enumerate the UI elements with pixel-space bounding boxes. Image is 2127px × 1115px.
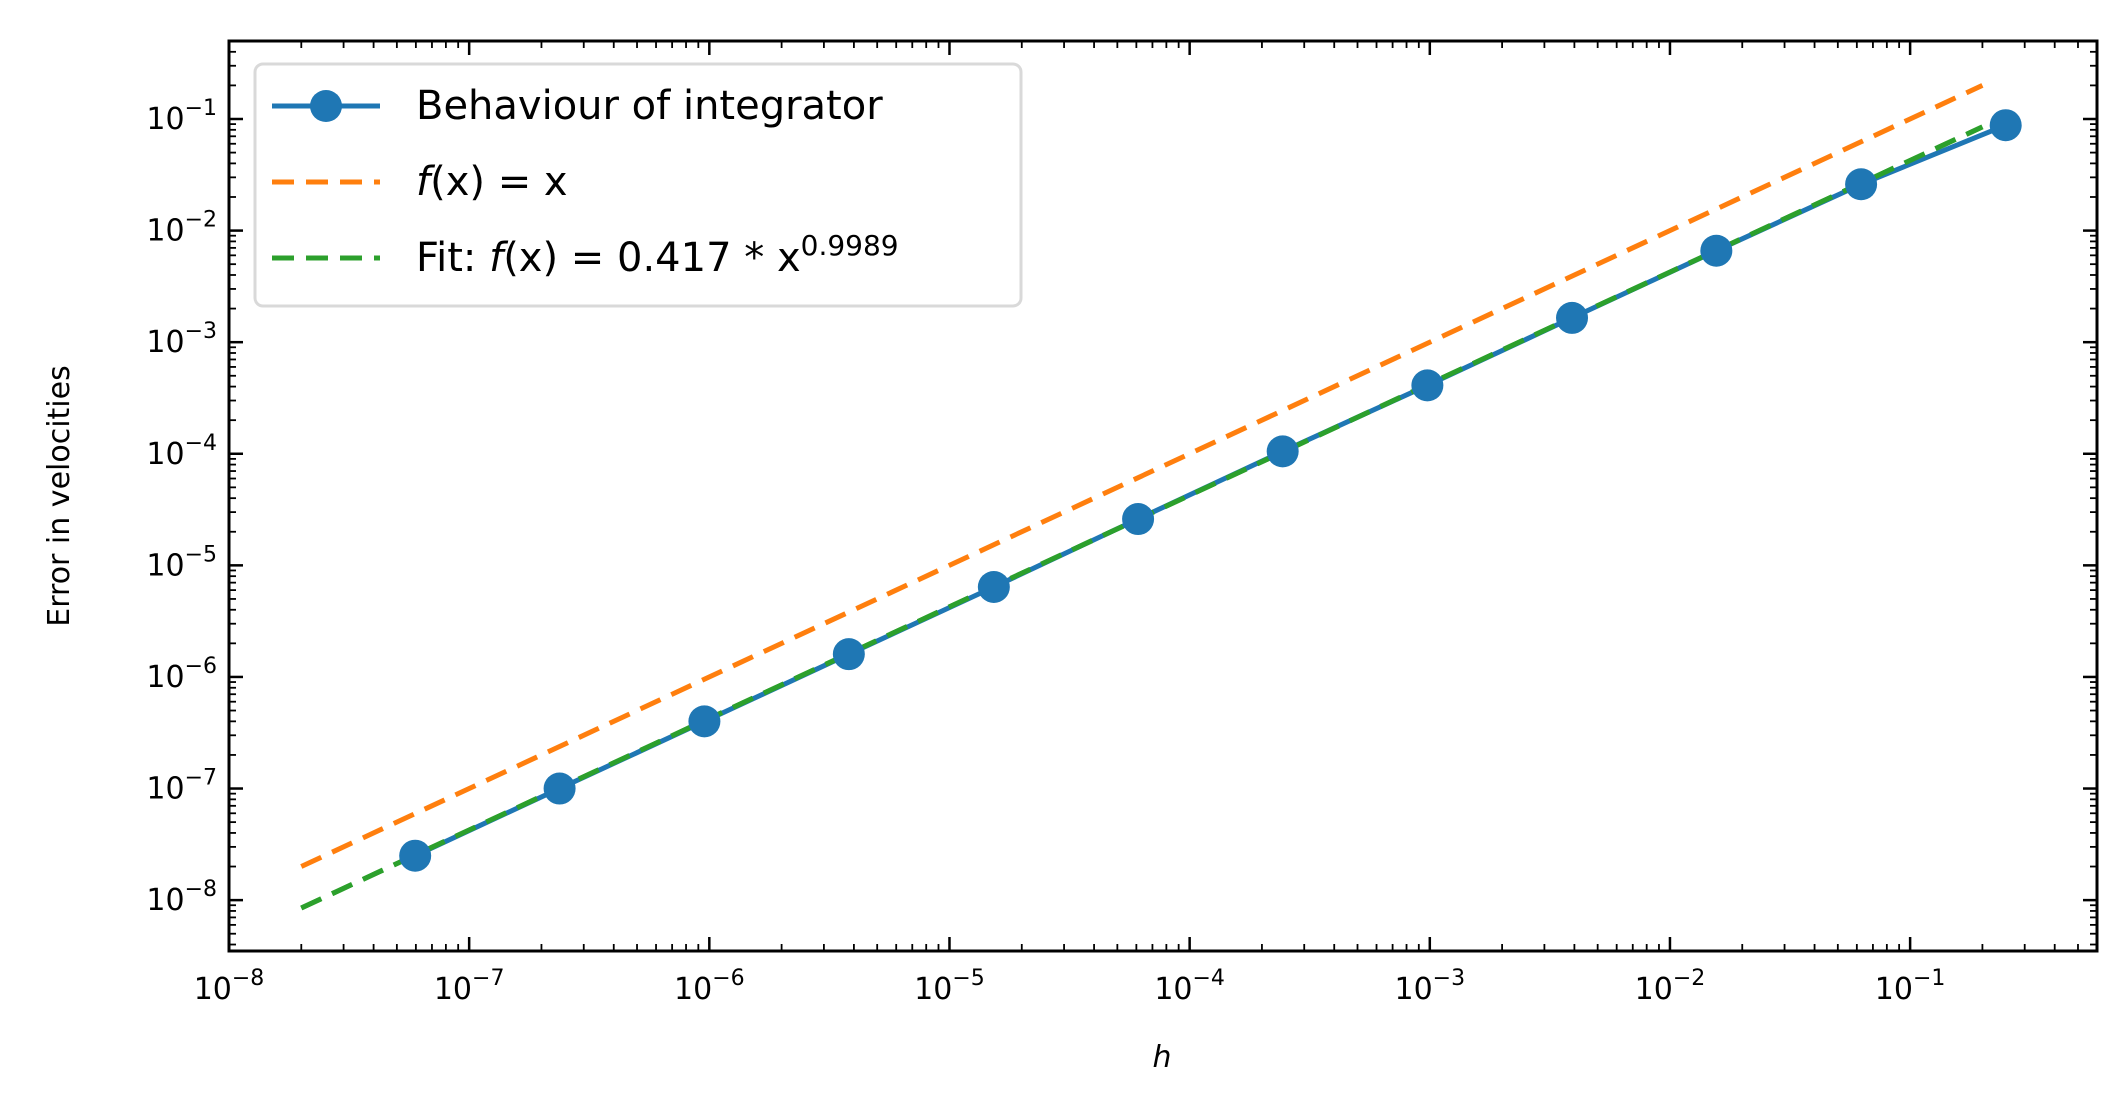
legend-box — [253, 62, 1023, 308]
y-tick-label: 10−2 — [146, 208, 217, 249]
legend-label: f(x) = x — [416, 159, 568, 205]
data-point — [399, 839, 432, 872]
y-tick-label: 10−6 — [146, 654, 217, 695]
data-point — [1989, 109, 2022, 142]
data-point — [1845, 168, 1878, 201]
x-tick-label: 10−4 — [1154, 966, 1225, 1007]
x-tick-label: 10−3 — [1394, 966, 1465, 1007]
legend-marker — [310, 90, 342, 122]
data-point — [1266, 435, 1299, 468]
legend-label: Fit: f(x) = 0.417 * x0.9989 — [416, 229, 899, 281]
y-tick-label: 10−7 — [146, 766, 217, 807]
x-tick-label: 10−8 — [194, 966, 265, 1007]
x-tick-label: 10−6 — [674, 966, 745, 1007]
data-point — [1700, 234, 1733, 267]
y-tick-label: 10−1 — [146, 96, 217, 137]
data-point — [1411, 369, 1444, 402]
x-tick-label: 10−5 — [914, 966, 985, 1007]
data-point — [1556, 301, 1589, 334]
x-tick-label: 10−7 — [434, 966, 505, 1007]
y-tick-label: 10−5 — [146, 542, 217, 583]
data-point — [1122, 503, 1155, 536]
series-line-reference — [300, 83, 1984, 869]
tick-layer: 10−8 10−7 10−6 10−5 10−4 10−3 10−2 10−1 10−8 10−7… — [146, 40, 2097, 1007]
x-tick-label: 10−2 — [1635, 966, 1706, 1007]
y-axis-label: Error in velocities — [42, 365, 77, 626]
y-tick-label: 10−8 — [146, 877, 217, 918]
legend: Behaviour of integrator f(x) = x Fit: f(x)… — [253, 62, 1023, 308]
data-point — [543, 772, 576, 805]
x-tick-label: 10−1 — [1875, 966, 1946, 1007]
y-tick-label: 10−4 — [146, 431, 217, 472]
x-axis-label: h — [1152, 1040, 1171, 1075]
data-point — [688, 705, 721, 738]
y-tick-label: 10−3 — [146, 319, 217, 360]
series-layer — [300, 83, 2022, 911]
data-point — [832, 638, 865, 671]
legend-label: Behaviour of integrator — [416, 83, 883, 129]
data-point — [977, 570, 1010, 603]
plot-frame — [227, 39, 2099, 953]
